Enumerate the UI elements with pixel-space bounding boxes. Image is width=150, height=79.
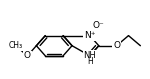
Text: NH: NH [84, 51, 96, 60]
Text: N⁺: N⁺ [84, 31, 96, 40]
Text: H: H [87, 57, 93, 66]
Text: CH₃: CH₃ [9, 41, 23, 50]
Text: O: O [113, 41, 120, 50]
Text: O: O [24, 51, 31, 60]
Text: O⁻: O⁻ [93, 21, 105, 30]
